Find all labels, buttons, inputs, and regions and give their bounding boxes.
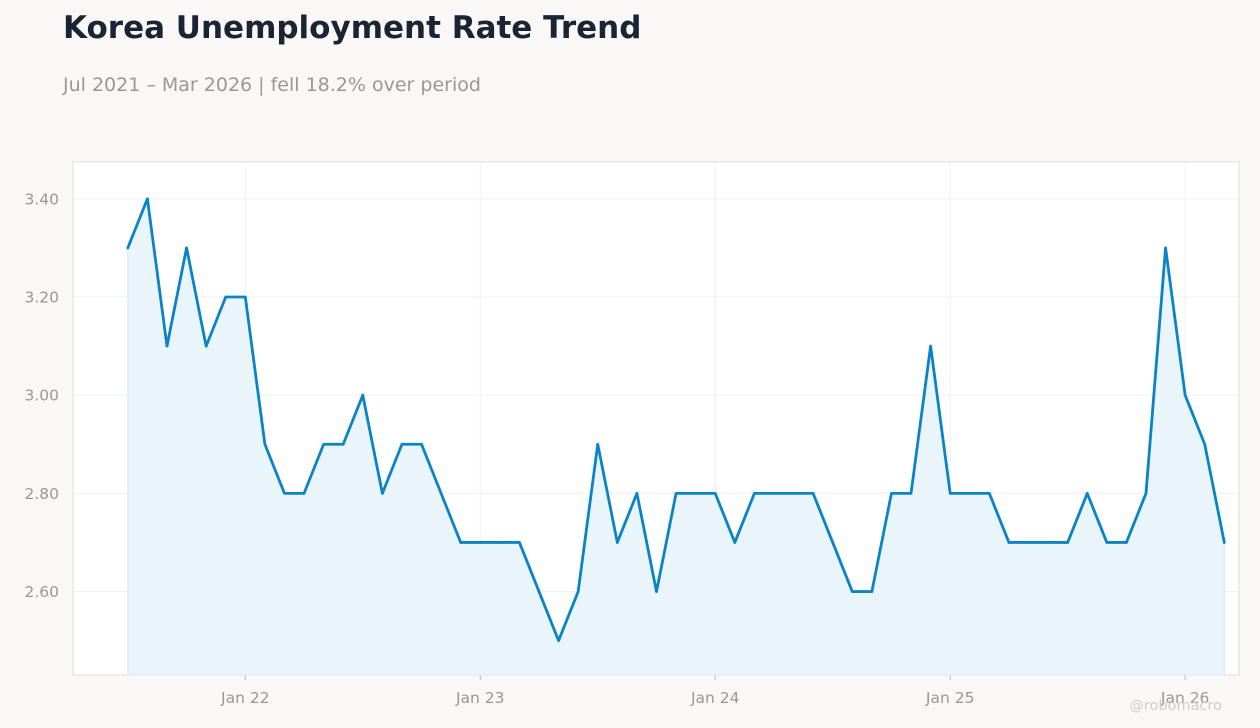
data-point [772, 492, 776, 495]
x-tick-label: Jan 24 [690, 689, 740, 707]
chart-title: Korea Unemployment Rate Trend [63, 10, 642, 46]
data-point [1105, 541, 1109, 544]
x-tick-label: Jan 26 [1160, 689, 1210, 707]
data-point [400, 442, 404, 446]
data-point [870, 590, 874, 593]
data-point [576, 590, 580, 593]
data-point [185, 246, 188, 250]
data-point [988, 492, 991, 495]
series-group [126, 197, 1226, 643]
data-point [890, 492, 893, 495]
data-point [596, 442, 600, 446]
data-point [733, 541, 737, 544]
data-point [1066, 541, 1069, 544]
data-point [694, 492, 697, 495]
data-point [753, 492, 756, 495]
data-point [322, 442, 325, 446]
data-point [381, 492, 384, 495]
watermark: @robomacro [1129, 698, 1222, 714]
data-point [244, 295, 247, 299]
data-point [341, 442, 345, 446]
data-point [146, 197, 149, 201]
data-point [635, 492, 639, 495]
y-tick-label: 3.40 [24, 190, 59, 208]
y-tick-label: 3.00 [24, 387, 59, 405]
y-axis-ticks: 2.60 2.80 3.00 3.20 3.40 [24, 190, 59, 601]
data-point [831, 541, 835, 544]
data-point [850, 590, 854, 593]
data-point [655, 590, 658, 593]
data-point [361, 393, 365, 397]
data-point [498, 541, 502, 544]
x-tick-label: Jan 23 [455, 689, 505, 707]
data-point [459, 541, 462, 544]
data-point [283, 492, 286, 495]
data-point [1183, 393, 1187, 397]
x-tick-label: Jan 22 [220, 689, 270, 707]
x-tick-label: Jan 25 [925, 689, 975, 707]
x-axis-ticks: Jan 22 Jan 23 Jan 24 Jan 25 Jan 26 [220, 675, 1209, 707]
y-tick-label: 2.80 [24, 485, 59, 503]
data-point [1027, 541, 1030, 544]
data-point [616, 541, 619, 544]
data-point [537, 590, 541, 593]
data-point [1164, 246, 1167, 250]
data-point [811, 492, 815, 495]
data-point [263, 442, 267, 446]
data-point [1125, 541, 1128, 544]
data-point [224, 295, 228, 299]
y-tick-label: 3.20 [24, 289, 59, 307]
y-tick-label: 2.60 [24, 583, 59, 601]
data-point [674, 492, 678, 495]
data-point [439, 492, 443, 495]
data-point [713, 492, 717, 495]
data-point [1203, 442, 1207, 446]
data-point [948, 492, 952, 495]
data-point [1223, 541, 1226, 544]
data-point [302, 492, 306, 495]
data-point [478, 541, 482, 544]
data-point [929, 344, 932, 348]
data-point [1144, 492, 1148, 495]
chart-subtitle: Jul 2021 – Mar 2026 | fell 18.2% over pe… [63, 74, 481, 96]
data-point [165, 344, 169, 348]
data-point [1007, 541, 1011, 544]
data-point [792, 492, 795, 495]
data-point [557, 639, 560, 642]
data-point [126, 246, 130, 250]
data-point [420, 442, 423, 446]
data-point [909, 492, 913, 495]
data-point [968, 492, 972, 495]
data-point [518, 541, 521, 544]
data-point [1085, 492, 1089, 495]
data-point [204, 344, 208, 348]
data-point [1046, 541, 1050, 544]
